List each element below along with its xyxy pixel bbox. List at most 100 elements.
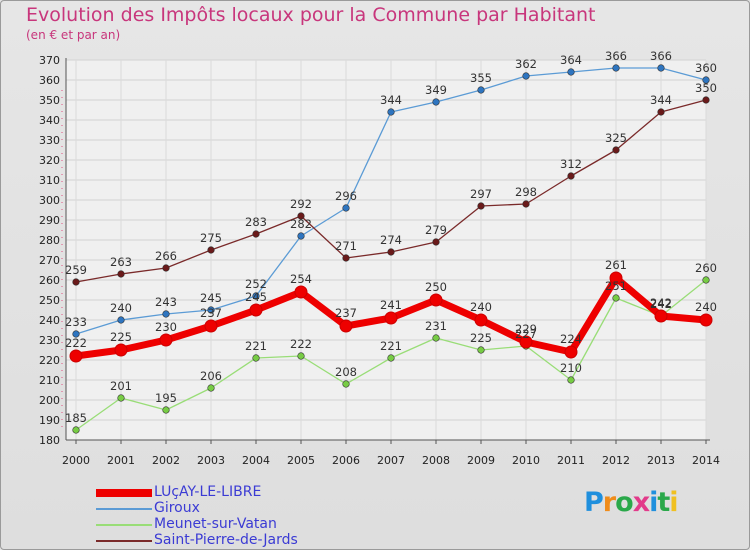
data-label: 364 — [560, 53, 582, 67]
data-point — [297, 232, 305, 240]
logo-letter: o — [615, 487, 634, 518]
chart-subtitle: (en € et par an) — [26, 28, 121, 42]
data-point — [117, 270, 125, 278]
data-label: 222 — [65, 336, 87, 350]
y-tick-label: 310 — [39, 174, 60, 187]
data-point — [477, 346, 485, 354]
data-point — [387, 248, 395, 256]
data-point — [252, 354, 260, 362]
data-label: 282 — [290, 217, 312, 231]
data-label: 344 — [650, 93, 672, 107]
y-tick-label: 190 — [39, 414, 60, 427]
data-point — [702, 96, 710, 104]
data-label: 225 — [110, 330, 132, 344]
y-tick-label: 300 — [39, 194, 60, 207]
data-label: 237 — [200, 306, 222, 320]
data-label: 362 — [515, 57, 537, 71]
legend-swatch — [96, 489, 152, 497]
x-tick-label: 2013 — [647, 454, 675, 467]
data-point — [207, 306, 215, 314]
legend-label: Meunet-sur-Vatan — [154, 516, 277, 532]
chart-title: Evolution des Impôts locaux pour la Comm… — [26, 4, 596, 26]
data-point — [297, 352, 305, 360]
data-point — [477, 202, 485, 210]
data-label: 240 — [110, 301, 132, 315]
logo-letter: i — [649, 487, 658, 518]
data-point — [612, 64, 620, 72]
y-tick-label: 270 — [39, 254, 60, 267]
x-tick-label: 2012 — [602, 454, 630, 467]
data-point — [567, 172, 575, 180]
x-tick-label: 2010 — [512, 454, 540, 467]
x-tick-label: 2011 — [557, 454, 585, 467]
x-tick-label: 2004 — [242, 454, 270, 467]
y-tick-label: 360 — [39, 74, 60, 87]
data-point — [609, 271, 623, 285]
data-label: 225 — [470, 331, 492, 345]
x-tick-label: 2009 — [467, 454, 495, 467]
data-label: 360 — [695, 61, 717, 75]
data-label: 185 — [65, 411, 87, 425]
logo-letter: P — [584, 487, 604, 518]
legend-label: Giroux — [154, 500, 200, 516]
y-tick-label: 240 — [39, 314, 60, 327]
logo-letter: t — [657, 487, 670, 518]
data-point — [117, 316, 125, 324]
data-point — [432, 238, 440, 246]
data-point — [432, 98, 440, 106]
data-point — [429, 293, 443, 307]
data-label: 224 — [560, 332, 582, 346]
data-point — [567, 376, 575, 384]
x-tick-label: 2008 — [422, 454, 450, 467]
data-label: 349 — [425, 83, 447, 97]
data-label: 233 — [65, 315, 87, 329]
data-label: 266 — [155, 249, 177, 263]
x-tick-label: 2006 — [332, 454, 360, 467]
data-label: 201 — [110, 379, 132, 393]
data-label: 355 — [470, 71, 492, 85]
data-point — [339, 319, 353, 333]
data-point — [519, 335, 533, 349]
y-tick-label: 210 — [39, 374, 60, 387]
y-tick-label: 340 — [39, 114, 60, 127]
data-point — [522, 200, 530, 208]
data-label: 231 — [425, 319, 447, 333]
data-point — [699, 313, 713, 327]
proxiti-logo: Proxiti — [584, 487, 679, 518]
data-label: 227 — [515, 327, 537, 341]
x-tick-label: 2002 — [152, 454, 180, 467]
data-point — [159, 333, 173, 347]
data-point — [72, 330, 80, 338]
data-label: 271 — [335, 239, 357, 253]
y-tick-label: 350 — [39, 94, 60, 107]
data-label: 221 — [380, 339, 402, 353]
data-point — [657, 64, 665, 72]
data-label: 298 — [515, 185, 537, 199]
data-label: 296 — [335, 189, 357, 203]
data-label: 195 — [155, 391, 177, 405]
y-tick-label: 180 — [39, 434, 60, 447]
data-point — [252, 292, 260, 300]
data-point — [162, 406, 170, 414]
data-label: 312 — [560, 157, 582, 171]
data-point — [204, 319, 218, 333]
data-point — [564, 345, 578, 359]
data-point — [342, 380, 350, 388]
y-tick-label: 370 — [39, 54, 60, 67]
data-point — [657, 108, 665, 116]
data-point — [162, 310, 170, 318]
data-point — [474, 313, 488, 327]
data-label: 206 — [200, 369, 222, 383]
data-point — [387, 354, 395, 362]
data-point — [249, 303, 263, 317]
data-point — [162, 264, 170, 272]
data-label: 242 — [650, 296, 672, 310]
data-point — [117, 394, 125, 402]
data-label: 366 — [650, 49, 672, 63]
y-tick-label: 200 — [39, 394, 60, 407]
data-point — [294, 285, 308, 299]
data-point — [207, 246, 215, 254]
data-label: 344 — [380, 93, 402, 107]
data-point — [342, 204, 350, 212]
data-label: 245 — [245, 290, 267, 304]
